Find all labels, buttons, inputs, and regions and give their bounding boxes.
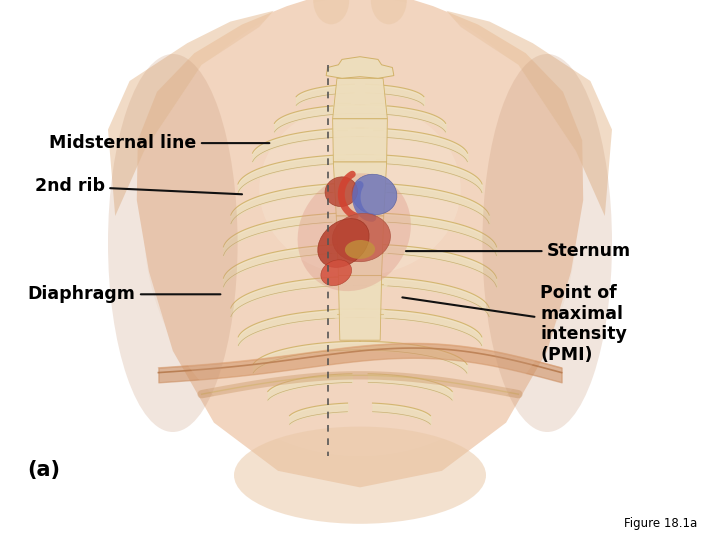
- Ellipse shape: [297, 173, 411, 291]
- Polygon shape: [446, 11, 612, 216]
- Ellipse shape: [144, 0, 576, 456]
- Text: 2nd rib: 2nd rib: [35, 177, 242, 195]
- Text: Midsternal line: Midsternal line: [49, 134, 269, 152]
- Polygon shape: [338, 275, 382, 340]
- Ellipse shape: [371, 0, 407, 24]
- Polygon shape: [333, 162, 387, 216]
- Text: (a): (a): [27, 460, 60, 480]
- Ellipse shape: [482, 54, 612, 432]
- Ellipse shape: [345, 240, 375, 259]
- Polygon shape: [333, 78, 387, 119]
- Text: Diaphragm: Diaphragm: [27, 285, 220, 303]
- Ellipse shape: [313, 0, 349, 24]
- Polygon shape: [326, 57, 394, 78]
- Ellipse shape: [310, 0, 410, 24]
- Ellipse shape: [352, 174, 397, 214]
- Ellipse shape: [321, 260, 351, 286]
- Ellipse shape: [325, 177, 358, 206]
- Polygon shape: [137, 0, 583, 488]
- Ellipse shape: [234, 427, 486, 524]
- Polygon shape: [336, 216, 384, 275]
- Polygon shape: [108, 11, 274, 216]
- Ellipse shape: [259, 103, 461, 275]
- Text: Sternum: Sternum: [406, 242, 631, 260]
- Ellipse shape: [333, 213, 390, 262]
- Text: Figure 18.1a: Figure 18.1a: [624, 517, 697, 530]
- Polygon shape: [333, 119, 387, 162]
- Ellipse shape: [318, 219, 369, 267]
- Text: Point of
maximal
intensity
(PMI): Point of maximal intensity (PMI): [402, 284, 627, 364]
- Ellipse shape: [108, 54, 238, 432]
